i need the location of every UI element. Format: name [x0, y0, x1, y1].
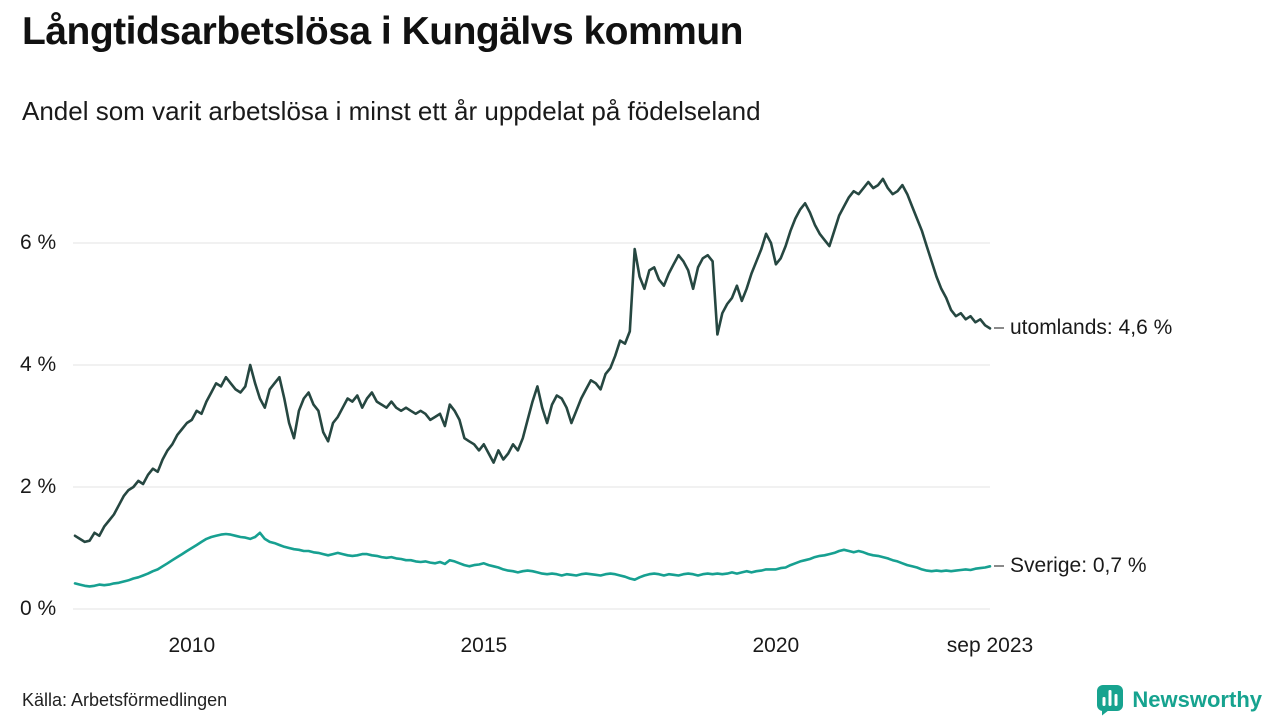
gridlines: [73, 242, 990, 610]
y-tick-label: 2 %: [20, 475, 57, 498]
x-tick-label: 2010: [168, 634, 216, 657]
series-line-utomlands: [73, 177, 992, 544]
series-label-utomlands: utomlands: 4,6 %: [994, 313, 1172, 343]
series-label-text: utomlands: 4,6 %: [1010, 316, 1173, 340]
y-tick-label: 0 %: [20, 597, 57, 620]
chart-title: Långtidsarbetslösa i Kungälvs kommun: [22, 10, 743, 53]
newsworthy-icon: [1097, 685, 1124, 716]
chart-subtitle: Andel som varit arbetslösa i minst ett å…: [22, 96, 761, 126]
leader-dash: [994, 327, 1004, 330]
x-tick-label: 2020: [752, 634, 800, 657]
brand-name: Newsworthy: [1132, 687, 1262, 712]
series-label-sverige: Sverige: 0,7 %: [994, 551, 1147, 581]
source-note: Källa: Arbetsförmedlingen: [22, 690, 228, 710]
x-tick-label: 2015: [460, 634, 508, 657]
series-label-text: Sverige: 0,7 %: [1010, 554, 1147, 578]
y-tick-label: 4 %: [20, 353, 57, 376]
y-tick-label: 6 %: [20, 231, 57, 254]
leader-dash: [994, 565, 1004, 568]
x-tick-label: sep 2023: [946, 634, 1034, 657]
newsworthy-logo: Newsworthy: [1096, 684, 1262, 716]
series-line-sverige: [73, 531, 992, 588]
